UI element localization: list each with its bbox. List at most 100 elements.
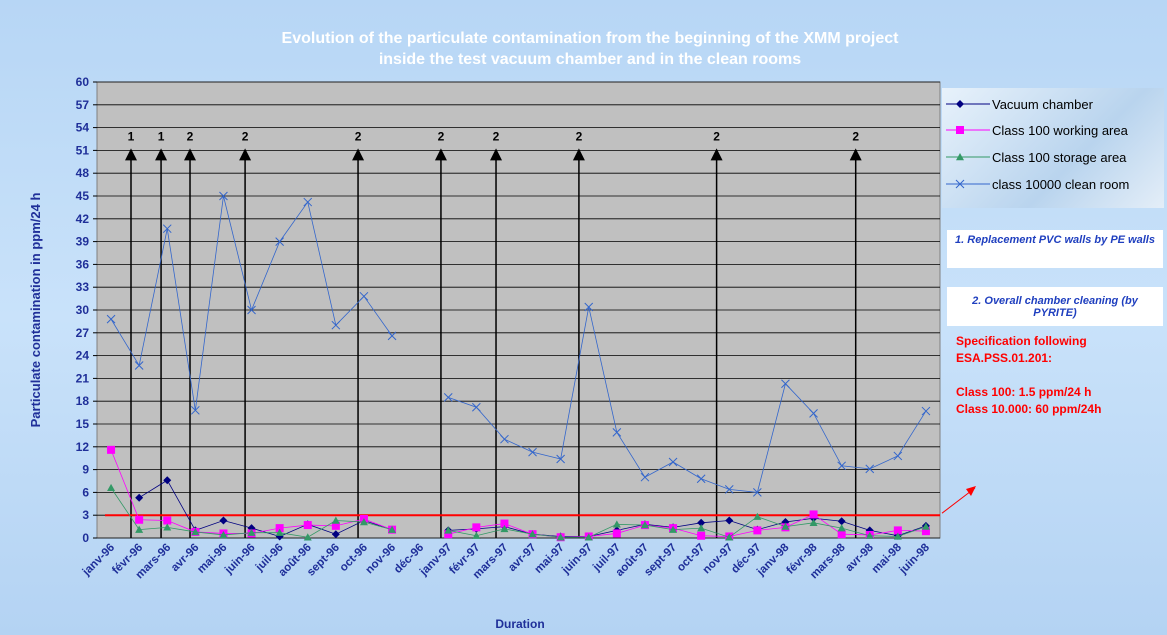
y-tick-label: 15 [76,417,90,431]
x-tick-label: juin-97 [559,542,594,577]
y-tick-label: 18 [76,394,90,408]
note: 2. Overall chamber cleaning (by PYRITE) [947,287,1163,326]
x-axis-label: Duration [495,617,544,631]
spec-line: ESA.PSS.01.201: [956,351,1053,365]
legend-label: Vacuum chamber [992,97,1093,112]
legend-swatch [946,153,990,161]
annotation-label: 2 [187,129,194,143]
annotation-label: 2 [438,129,445,143]
point [247,528,256,536]
point [865,531,874,539]
point [921,527,930,536]
point [135,493,144,502]
point [725,533,734,541]
y-tick-label: 51 [76,143,90,157]
spec-line: Class 10.000: 60 ppm/24h [956,402,1102,416]
point [668,457,678,467]
y-tick-label: 33 [76,280,90,294]
y-tick-label: 60 [76,75,90,89]
y-tick-label: 39 [76,235,90,249]
point [331,530,340,539]
legend-swatch [946,179,990,189]
point [921,406,931,416]
point [162,224,172,234]
point [190,405,200,415]
point [331,320,341,330]
point [556,454,566,464]
annotation-arrow [710,148,723,161]
series-line [448,516,927,538]
point [809,518,818,526]
spec-line: Specification following [956,334,1087,348]
point [837,524,846,532]
annotation-arrow [572,148,585,161]
annotation-arrow [155,148,168,161]
y-tick-label: 48 [76,166,90,180]
point [275,528,284,536]
point [472,531,481,539]
annotation-arrow [184,148,197,161]
point [500,524,509,533]
point [331,516,340,524]
point [584,302,594,312]
point [669,525,678,533]
point [163,516,172,525]
point [955,179,965,189]
x-tick-label: nov-97 [701,542,736,577]
specification-text: Specification following ESA.PSS.01.201: … [956,333,1101,418]
point [809,409,818,418]
legend-swatch [946,126,990,134]
point [359,291,369,301]
y-axis-label: Particulate contamination in ppm/24 h [28,193,43,428]
spacer [956,367,1101,384]
point [275,237,285,246]
chart-title: inside the test vacuum chamber and in th… [379,51,801,68]
point [387,331,397,341]
point [528,447,537,457]
point [612,520,621,528]
point [191,527,200,536]
point [556,533,565,541]
y-tick-label: 45 [76,189,90,203]
point [247,305,256,315]
annotation-label: 2 [493,129,500,143]
legend-label: Class 100 storage area [992,150,1127,165]
point [893,526,902,535]
legend: Vacuum chamber Class 100 working area Clas… [942,88,1164,208]
point [697,524,706,532]
note: 1. Replacement PVC walls by PE walls [947,230,1163,268]
point [724,485,734,494]
point [219,516,228,525]
annotation-label: 2 [242,129,249,143]
point [640,521,649,529]
point [612,529,621,538]
annotation-label: 2 [852,129,859,143]
annotation-arrow [125,148,138,161]
point [219,530,228,539]
annotation-arrow [490,148,503,161]
point [163,523,172,531]
point [303,521,312,530]
y-tick-label: 9 [82,463,89,477]
point [584,533,593,541]
annotation-label: 1 [128,129,135,143]
point [219,191,228,201]
x-tick-label: mai-97 [533,542,567,576]
x-tick-label: juin-96 [222,542,257,577]
specification-arrowhead [966,486,976,496]
point [471,402,481,412]
point [443,393,453,402]
legend-label: Class 100 working area [992,123,1128,138]
point [753,512,762,520]
point [331,521,340,530]
point [500,519,509,528]
point [752,488,762,497]
annotation-arrow [434,148,447,161]
point [107,483,116,492]
y-tick-label: 0 [82,531,89,545]
point [865,464,875,474]
point [472,523,481,532]
point [640,472,650,482]
point [134,361,144,370]
